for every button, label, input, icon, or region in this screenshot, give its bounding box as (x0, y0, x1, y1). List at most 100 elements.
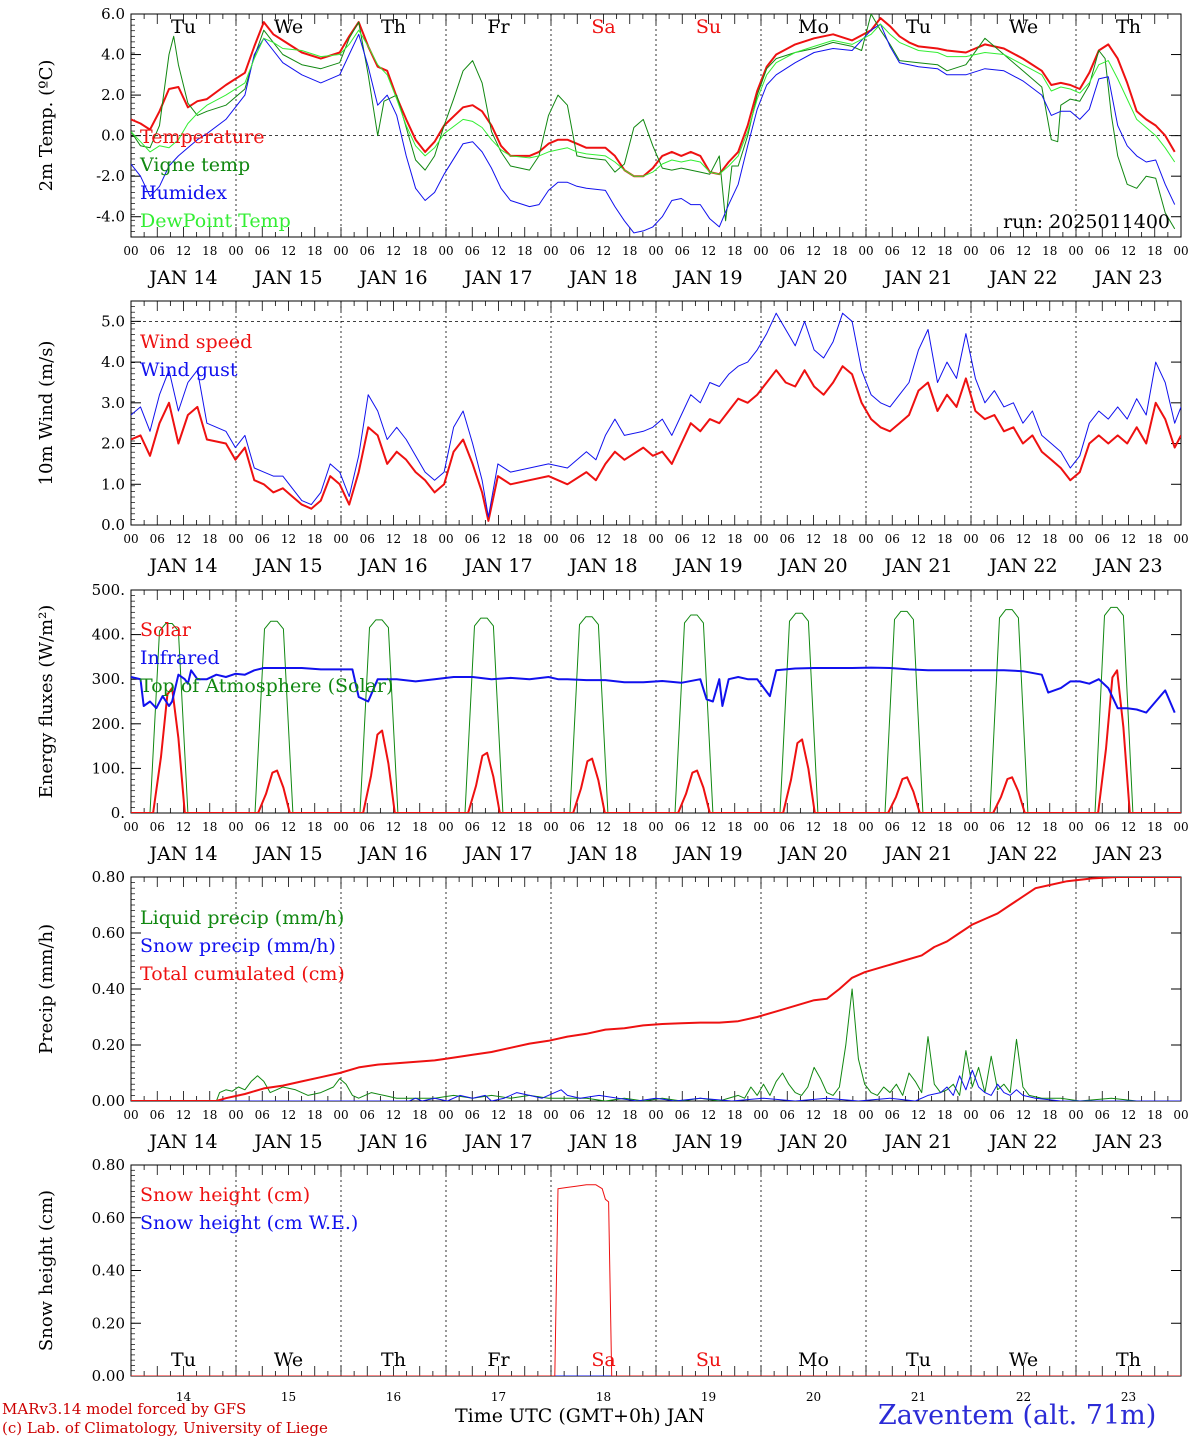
x-hour-label: 12 (386, 1108, 401, 1122)
x-hour-label: 00 (123, 532, 138, 546)
x-day-label: JAN 22 (987, 843, 1057, 865)
x-day-label: JAN 15 (252, 555, 322, 577)
day-number-label: 16 (386, 1390, 401, 1404)
series-line-wind-gust (131, 312, 1181, 518)
x-hour-label: 18 (937, 820, 952, 834)
x-hour-label: 12 (1121, 1108, 1136, 1122)
x-hour-label: 12 (1121, 532, 1136, 546)
legend-entry: Liquid precip (mm/h) (140, 907, 344, 929)
legend-entry: DewPoint Temp (140, 210, 291, 232)
x-hour-label: 18 (1042, 820, 1057, 834)
series-line-liquid-precip-mm-h- (131, 988, 1181, 1101)
y-tick-label: 5.0 (101, 312, 125, 330)
x-hour-label: 06 (885, 532, 900, 546)
x-hour-label: 00 (123, 820, 138, 834)
day-number-label: 17 (491, 1390, 506, 1404)
series-line-snow-height-cm- (131, 1184, 1181, 1376)
x-hour-label: 00 (333, 820, 348, 834)
x-hour-label: 12 (911, 244, 926, 258)
credits: MARv3.14 model forced by GFS (c) Lab. of… (2, 1400, 328, 1438)
x-day-label: JAN 22 (987, 555, 1057, 577)
legend-entry: Temperature (140, 126, 264, 148)
x-hour-label: 12 (911, 1108, 926, 1122)
x-hour-label: 12 (491, 1108, 506, 1122)
x-hour-label: 12 (491, 532, 506, 546)
weekday-label: We (1009, 1349, 1038, 1371)
x-hour-label: 06 (885, 244, 900, 258)
x-hour-label: 00 (753, 820, 768, 834)
x-hour-label: 12 (281, 244, 296, 258)
x-hour-label: 06 (255, 820, 270, 834)
x-hour-label: 12 (1121, 820, 1136, 834)
x-hour-label: 06 (990, 1108, 1005, 1122)
x-hour-label: 12 (596, 532, 611, 546)
x-day-label: JAN 14 (147, 1131, 217, 1153)
legend-entry: Top of Atmosphere (Solar) (140, 675, 393, 697)
x-hour-label: 18 (622, 244, 637, 258)
x-day-label: JAN 14 (147, 843, 217, 865)
x-hour-label: 12 (701, 532, 716, 546)
y-tick-label: 0.20 (92, 1036, 125, 1054)
series-line-infrared (131, 666, 1176, 714)
weekday-label: Mo (798, 1349, 829, 1371)
x-hour-label: 12 (596, 244, 611, 258)
x-hour-label: 00 (1068, 820, 1083, 834)
x-hour-label: 18 (307, 244, 322, 258)
legend-entry: Vigne temp (139, 154, 250, 176)
x-hour-label: 00 (543, 820, 558, 834)
x-hour-label: 18 (1147, 532, 1162, 546)
x-hour-label: 00 (1068, 1108, 1083, 1122)
y-tick-label: 4.0 (101, 353, 125, 371)
y-tick-label: 200. (92, 715, 125, 733)
x-hour-label: 00 (228, 820, 243, 834)
x-hour-label: 18 (832, 1108, 847, 1122)
weekday-label: We (274, 16, 303, 38)
x-day-label: JAN 20 (777, 267, 847, 289)
x-day-label: JAN 17 (462, 555, 532, 577)
x-day-label: JAN 22 (987, 1131, 1057, 1153)
credit-line-2: (c) Lab. of Climatology, University of L… (2, 1419, 328, 1437)
x-hour-label: 12 (911, 820, 926, 834)
series-line-wind-speed (131, 365, 1181, 522)
x-hour-label: 18 (1147, 1108, 1162, 1122)
y-tick-label: 4.0 (101, 46, 125, 64)
legend-entry: Infrared (140, 647, 220, 669)
y-tick-label: 3.0 (101, 394, 125, 412)
x-hour-label: 06 (465, 1108, 480, 1122)
x-hour-label: 06 (255, 532, 270, 546)
weekday-label: Mo (798, 16, 829, 38)
x-hour-label: 18 (517, 1108, 532, 1122)
x-hour-label: 12 (1016, 532, 1031, 546)
x-day-label: JAN 16 (357, 1131, 427, 1153)
x-hour-label: 06 (150, 1108, 165, 1122)
x-hour-label: 18 (202, 820, 217, 834)
weekday-label: Su (696, 16, 721, 38)
x-hour-label: 12 (1016, 244, 1031, 258)
x-hour-label: 00 (963, 244, 978, 258)
x-hour-label: 06 (780, 532, 795, 546)
x-hour-label: 06 (255, 244, 270, 258)
x-hour-label: 00 (228, 532, 243, 546)
x-hour-label: 00 (228, 1108, 243, 1122)
weekday-label: Sa (591, 16, 615, 38)
y-tick-label: 0.0 (101, 516, 125, 534)
x-hour-label: 06 (255, 1108, 270, 1122)
x-hour-label: 00 (1173, 820, 1188, 834)
y-axis-label: Snow height (cm) (36, 1190, 57, 1351)
x-day-label: JAN 18 (567, 843, 637, 865)
x-day-label: JAN 17 (462, 1131, 532, 1153)
y-tick-label: 0.40 (92, 1262, 125, 1280)
y-axis-label: Precip (mm/h) (36, 924, 57, 1054)
legend-entry: Wind gust (140, 359, 238, 381)
x-hour-label: 00 (753, 244, 768, 258)
x-hour-label: 12 (806, 244, 821, 258)
x-hour-label: 18 (307, 532, 322, 546)
x-hour-label: 00 (648, 1108, 663, 1122)
x-hour-label: 18 (937, 1108, 952, 1122)
y-tick-label: -2.0 (96, 167, 125, 185)
x-hour-label: 18 (517, 820, 532, 834)
legend-entry: Snow height (cm W.E.) (140, 1212, 358, 1234)
x-hour-label: 18 (622, 820, 637, 834)
x-hour-label: 00 (1173, 532, 1188, 546)
x-hour-label: 18 (202, 1108, 217, 1122)
